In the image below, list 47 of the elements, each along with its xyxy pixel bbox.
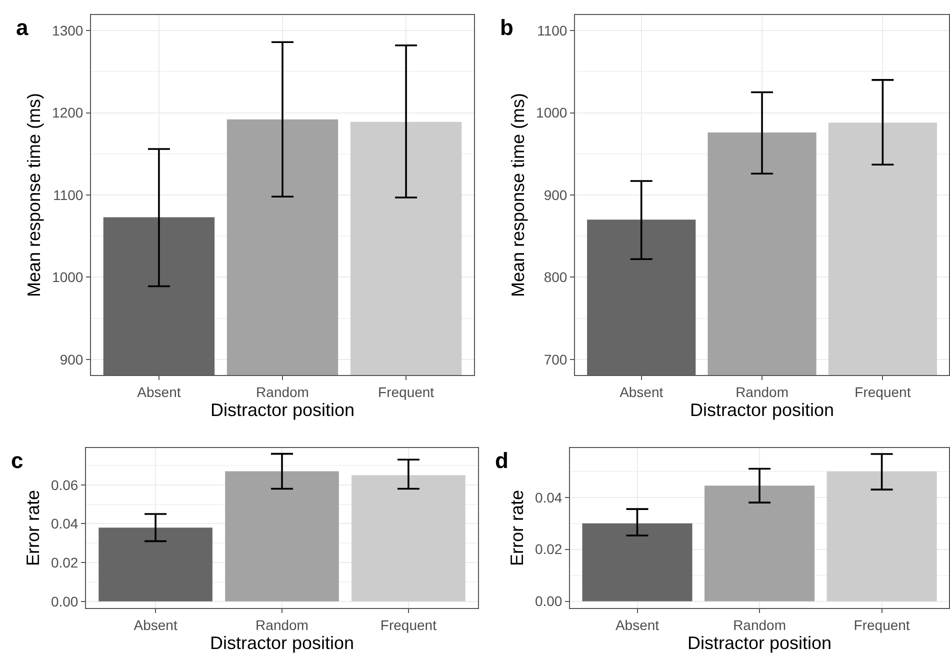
y-axis-title: Mean response time (ms) <box>24 92 44 298</box>
y-tick-label: 1100 <box>53 186 84 203</box>
x-axis-title: Distractor position <box>687 632 832 653</box>
x-tick-label: Absent <box>134 616 178 633</box>
bar <box>582 523 692 602</box>
y-tick-label: 0.00 <box>534 593 562 610</box>
x-tick-label: Frequent <box>854 616 910 633</box>
bar <box>704 486 815 602</box>
y-tick-label: 900 <box>544 186 568 203</box>
y-tick-label: 900 <box>60 351 84 368</box>
x-axis-title: Distractor position <box>690 400 834 420</box>
bar <box>826 471 937 602</box>
x-tick-label: Random <box>736 384 788 400</box>
y-tick-label: 1100 <box>537 22 568 39</box>
y-tick-label: 0.04 <box>50 516 78 532</box>
x-tick-label: Random <box>256 384 309 400</box>
bar <box>98 528 212 602</box>
y-axis-title: Error rate <box>507 490 528 566</box>
x-tick-label: Random <box>256 616 308 633</box>
x-axis-title: Distractor position <box>210 400 355 420</box>
chart-title: d <box>495 448 508 473</box>
bar <box>225 471 339 602</box>
y-tick-label: 0.02 <box>534 541 562 558</box>
chart-title: a <box>16 15 29 40</box>
x-tick-label: Random <box>733 616 786 633</box>
x-axis-title: Distractor position <box>210 632 354 653</box>
bar <box>352 475 466 602</box>
y-tick-label: 1000 <box>52 269 84 286</box>
y-tick-label: 800 <box>544 269 568 286</box>
x-tick-label: Absent <box>615 616 660 633</box>
x-tick-label: Frequent <box>854 384 911 400</box>
x-tick-label: Frequent <box>380 616 437 633</box>
x-tick-label: Absent <box>620 384 664 400</box>
y-tick-label: 0.00 <box>50 593 78 610</box>
y-tick-label: 1000 <box>536 104 568 121</box>
y-tick-label: 1300 <box>52 22 84 39</box>
chart-title: b <box>500 15 514 40</box>
y-tick-label: 0.04 <box>534 489 562 506</box>
y-tick-label: 700 <box>544 351 568 368</box>
x-tick-label: Frequent <box>378 384 434 400</box>
y-axis-title: Error rate <box>23 490 44 566</box>
y-tick-label: 0.06 <box>50 476 78 493</box>
chart-title: c <box>11 448 24 473</box>
y-axis-title: Mean response time (ms) <box>508 92 528 298</box>
x-tick-label: Absent <box>137 384 181 400</box>
y-tick-label: 1200 <box>52 104 84 121</box>
y-tick-label: 0.02 <box>50 554 78 570</box>
